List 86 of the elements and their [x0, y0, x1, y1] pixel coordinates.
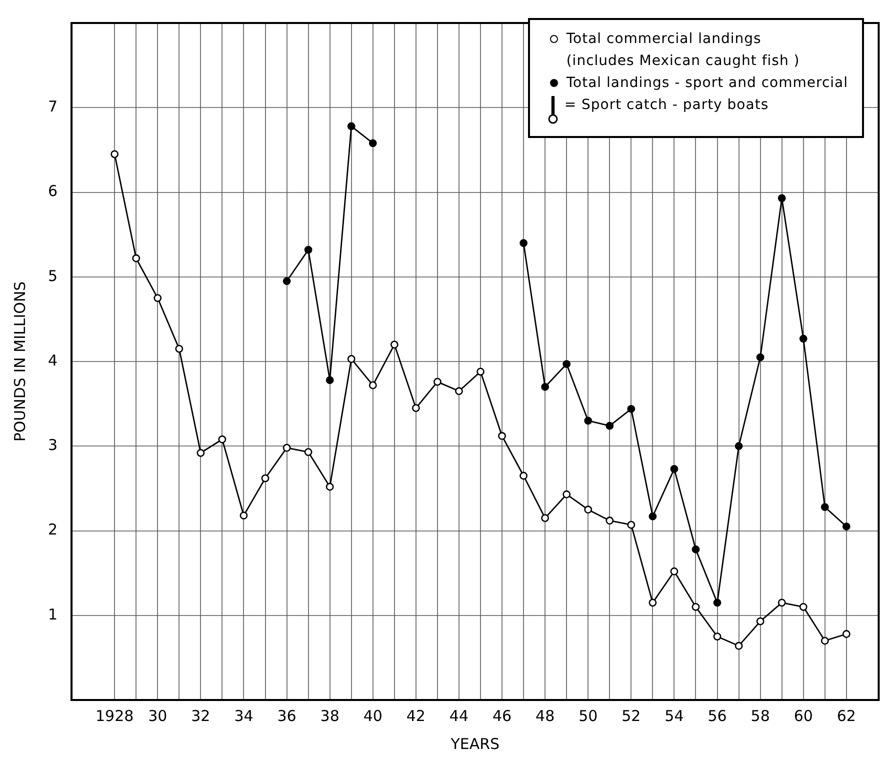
point	[304, 246, 312, 254]
point	[412, 404, 420, 412]
point	[541, 382, 550, 391]
annotation: = Sport catch - party boats	[564, 96, 769, 115]
x-tick-label: 60	[794, 706, 813, 725]
x-tick-label: 54	[664, 706, 684, 725]
point	[282, 444, 291, 452]
legend-label: Total commercial landings (includes Mexican caught fish )	[566, 30, 800, 71]
x-tick-label: 36	[277, 706, 296, 725]
point	[584, 506, 592, 514]
x-tick-label: 62	[836, 706, 856, 725]
x-tick-label: 34	[234, 706, 254, 725]
point	[648, 512, 657, 520]
legend-label: Total landings - sport and commercial	[566, 74, 848, 93]
point	[240, 512, 248, 520]
point	[670, 567, 678, 576]
point	[778, 598, 786, 607]
point	[196, 448, 205, 457]
point	[756, 353, 764, 362]
x-tick-label: 44	[449, 706, 469, 725]
point	[627, 520, 636, 529]
point	[541, 514, 550, 522]
point	[562, 490, 571, 498]
point	[261, 474, 270, 482]
point	[734, 442, 743, 450]
x-tick-label: 30	[148, 706, 168, 725]
point	[218, 435, 226, 444]
point	[692, 545, 700, 554]
y-tick-label: 2	[48, 520, 58, 539]
x-tick-label: 56	[708, 706, 727, 725]
point	[347, 122, 356, 130]
point	[584, 416, 592, 425]
point	[734, 642, 743, 650]
point	[520, 239, 528, 247]
point	[390, 340, 398, 349]
y-tick-label: 6	[48, 182, 58, 200]
x-tick-label: 42	[406, 706, 426, 725]
point	[713, 598, 722, 607]
point	[799, 602, 808, 611]
point	[326, 376, 334, 384]
point	[326, 482, 334, 491]
point	[282, 277, 291, 286]
point	[455, 387, 463, 396]
point	[670, 465, 678, 473]
y-tick-label: 1	[48, 605, 58, 624]
x-tick-label: 48	[536, 706, 555, 725]
point	[627, 404, 636, 413]
x-tick-label: 46	[492, 706, 512, 725]
y-tick-label: 5	[48, 266, 58, 285]
point	[606, 516, 614, 525]
point	[606, 422, 614, 430]
x-tick-label: 50	[578, 706, 598, 725]
y-tick-label: 3	[48, 436, 58, 454]
point	[498, 432, 506, 440]
point	[476, 368, 484, 376]
point	[562, 360, 571, 368]
x-tick-label: 1928	[96, 706, 134, 725]
x-tick-label: 40	[363, 706, 382, 725]
y-axis-title: POUNDS IN MILLIONS	[10, 281, 29, 442]
point	[820, 636, 829, 645]
point	[842, 630, 850, 638]
point	[692, 602, 700, 611]
x-tick-label: 32	[191, 706, 210, 725]
point	[756, 617, 764, 626]
point	[347, 355, 356, 363]
point	[820, 503, 829, 512]
x-tick-label: 38	[320, 706, 340, 725]
point	[648, 598, 657, 607]
point	[434, 378, 442, 386]
y-tick-label: 7	[48, 98, 58, 116]
point	[368, 381, 377, 390]
point	[175, 344, 184, 353]
x-tick-label: 52	[622, 706, 641, 725]
point	[368, 139, 377, 148]
point	[778, 194, 786, 202]
x-axis-title: YEARS	[450, 734, 500, 753]
point	[520, 472, 528, 480]
point	[154, 294, 162, 302]
point	[713, 632, 722, 640]
point	[304, 448, 312, 456]
x-tick-label: 58	[750, 706, 770, 725]
point	[799, 334, 808, 343]
point	[842, 522, 850, 530]
point	[110, 150, 119, 158]
point	[132, 254, 140, 262]
y-tick-label: 4	[48, 351, 58, 370]
